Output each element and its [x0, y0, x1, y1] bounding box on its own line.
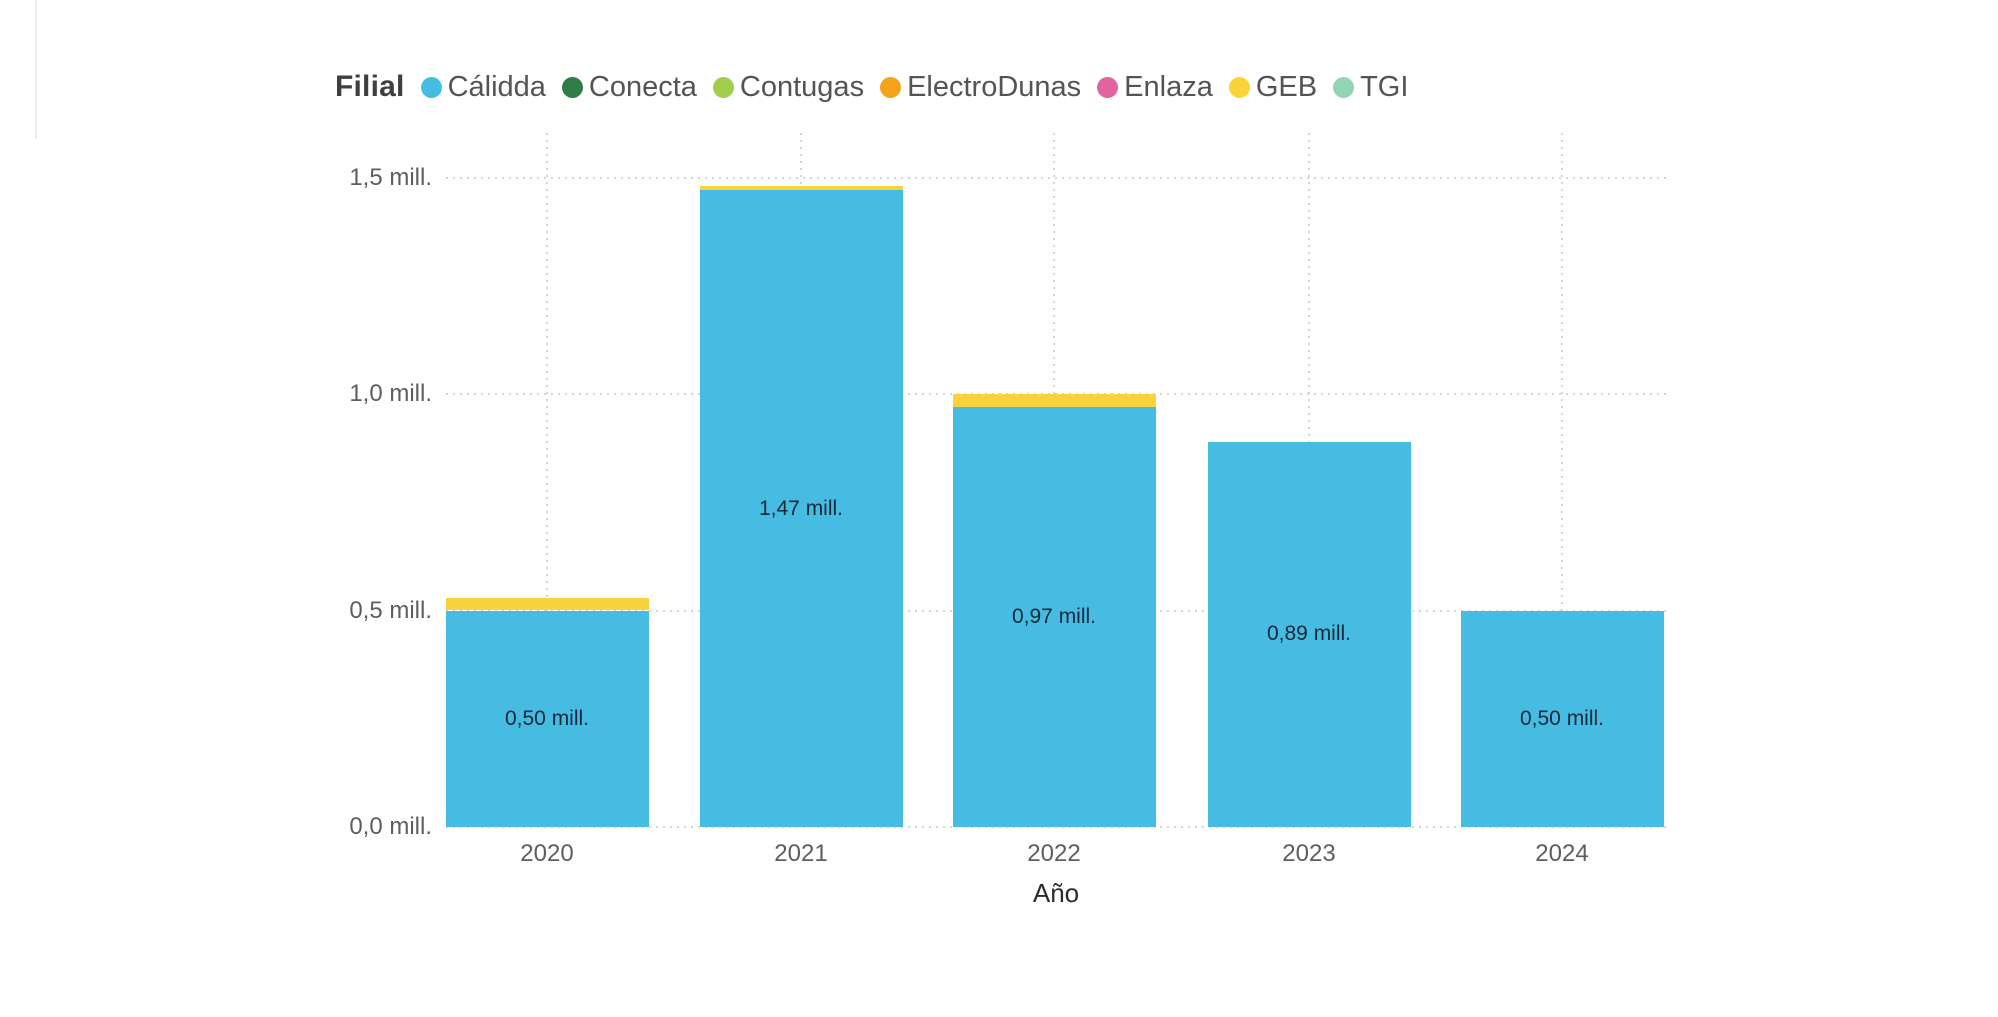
x-tick-label: 2024 — [1535, 840, 1589, 867]
legend-item-calidda[interactable]: Cálidda — [420, 70, 546, 104]
bar-segment-calidda-2021[interactable] — [699, 190, 903, 827]
bar-segment-calidda-2022[interactable] — [952, 406, 1156, 827]
y-tick-label: 1,5 mill. — [349, 163, 432, 191]
legend-item-label: Conecta — [588, 70, 697, 103]
legend-item-contugas[interactable]: Contugas — [712, 70, 865, 104]
legend-item-geb[interactable]: GEB — [1228, 70, 1318, 104]
bar-segment-geb-2020[interactable] — [445, 597, 649, 611]
legend-title: Filial — [335, 70, 405, 103]
legend-swatch-icon — [880, 76, 902, 98]
legend-swatch-icon — [1333, 76, 1355, 98]
legend-swatch-icon — [712, 76, 734, 98]
chart-legend: Filial Cálidda Conecta Contugas ElectroDuna… — [335, 66, 1424, 108]
legend-item-label: TGI — [1360, 70, 1409, 103]
legend-swatch-icon — [420, 76, 442, 98]
legend-item-label: Contugas — [739, 70, 865, 103]
bar-segment-calidda-2023[interactable] — [1207, 441, 1411, 827]
x-tick-label: 2020 — [520, 840, 574, 867]
legend-items: Cálidda Conecta Contugas ElectroDunas Enlaza… — [420, 70, 1425, 104]
x-axis-title: Año — [1032, 878, 1080, 908]
legend-item-label: ElectroDunas — [907, 70, 1082, 103]
v-gridline — [546, 133, 548, 827]
bar-segment-calidda-2020[interactable] — [445, 610, 649, 827]
bar-segment-geb-2022[interactable] — [952, 394, 1156, 407]
panel-divider — [35, 0, 37, 139]
legend-swatch-icon — [561, 76, 583, 98]
x-tick-label: 2023 — [1282, 840, 1336, 867]
legend-item-enlaza[interactable]: Enlaza — [1097, 71, 1213, 104]
x-tick-label: 2021 — [774, 840, 828, 867]
legend-item-conecta[interactable]: Conecta — [561, 70, 697, 104]
legend-swatch-icon — [1228, 76, 1250, 98]
legend-swatch-icon — [1097, 76, 1119, 98]
y-tick-label: 1,0 mill. — [349, 380, 432, 407]
y-tick-label: 0,5 mill. — [349, 596, 432, 624]
legend-item-label: GEB — [1255, 70, 1318, 103]
bar-segment-calidda-2024[interactable] — [1460, 610, 1664, 827]
h-gridline — [446, 176, 1668, 179]
h-gridline — [446, 826, 1668, 828]
x-tick-label: 2022 — [1027, 840, 1081, 867]
v-gridline — [1561, 133, 1563, 827]
bar-segment-geb-2021[interactable] — [699, 186, 903, 191]
legend-item-label: Cálidda — [447, 70, 546, 103]
y-tick-label: 0,0 mill. — [349, 813, 432, 840]
legend-item-label: Enlaza — [1124, 70, 1213, 103]
legend-item-tgi[interactable]: TGI — [1333, 71, 1408, 104]
legend-item-electrodunas[interactable]: ElectroDunas — [880, 71, 1081, 104]
